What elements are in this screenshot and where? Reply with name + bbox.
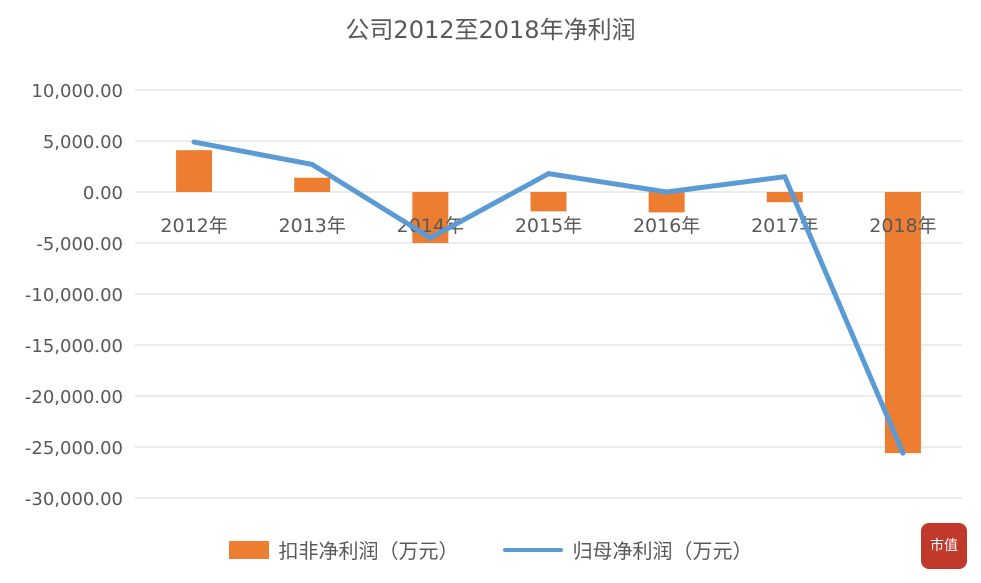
- line-point-2016年: [664, 189, 670, 195]
- x-tick-label: 2015年: [515, 215, 582, 237]
- bar-2017年: [766, 192, 803, 203]
- bar-2013年: [294, 177, 331, 192]
- legend-item-bar-series: 扣非净利润（万元）: [228, 535, 459, 564]
- watermark-logo: 市值: [921, 523, 967, 569]
- x-tick-label: 2012年: [160, 215, 227, 237]
- y-tick-label: -25,000.00: [25, 438, 123, 459]
- legend-swatch-line: [502, 547, 563, 552]
- legend-swatch-bar: [228, 540, 269, 559]
- chart-legend: 扣非净利润（万元） 归母净利润（万元）: [0, 535, 981, 564]
- y-tick-label: 10,000.00: [31, 81, 123, 102]
- line-point-2013年: [309, 161, 315, 167]
- y-tick-label: -10,000.00: [25, 285, 123, 306]
- y-tick-label: 5,000.00: [43, 132, 123, 153]
- y-tick-label: -5,000.00: [36, 234, 123, 255]
- legend-label-bar-series: 扣非净利润（万元）: [278, 539, 459, 563]
- x-tick-label: 2016年: [633, 215, 700, 237]
- y-tick-label: -30,000.00: [25, 489, 123, 510]
- bar-2014年: [412, 192, 449, 243]
- chart-title: 公司2012至2018年净利润: [345, 16, 636, 44]
- line-point-2014年: [427, 235, 433, 241]
- line-point-2012年: [191, 139, 197, 145]
- y-tick-label: 0.00: [83, 183, 123, 204]
- x-tick-label: 2018年: [869, 215, 936, 237]
- y-tick-label: -15,000.00: [25, 336, 123, 357]
- bar-2012年: [176, 150, 213, 192]
- line-point-2015年: [546, 171, 551, 177]
- bar-2015年: [530, 192, 567, 212]
- line-point-2018年: [900, 450, 906, 456]
- x-tick-label: 2013年: [279, 215, 346, 237]
- bar-2016年: [648, 192, 685, 213]
- legend-item-line-series: 归母净利润（万元）: [502, 535, 753, 564]
- line-point-2017年: [782, 174, 788, 180]
- bar-2018年: [884, 192, 921, 454]
- y-tick-label: -20,000.00: [25, 387, 123, 408]
- legend-label-line-series: 归母净利润（万元）: [572, 539, 753, 563]
